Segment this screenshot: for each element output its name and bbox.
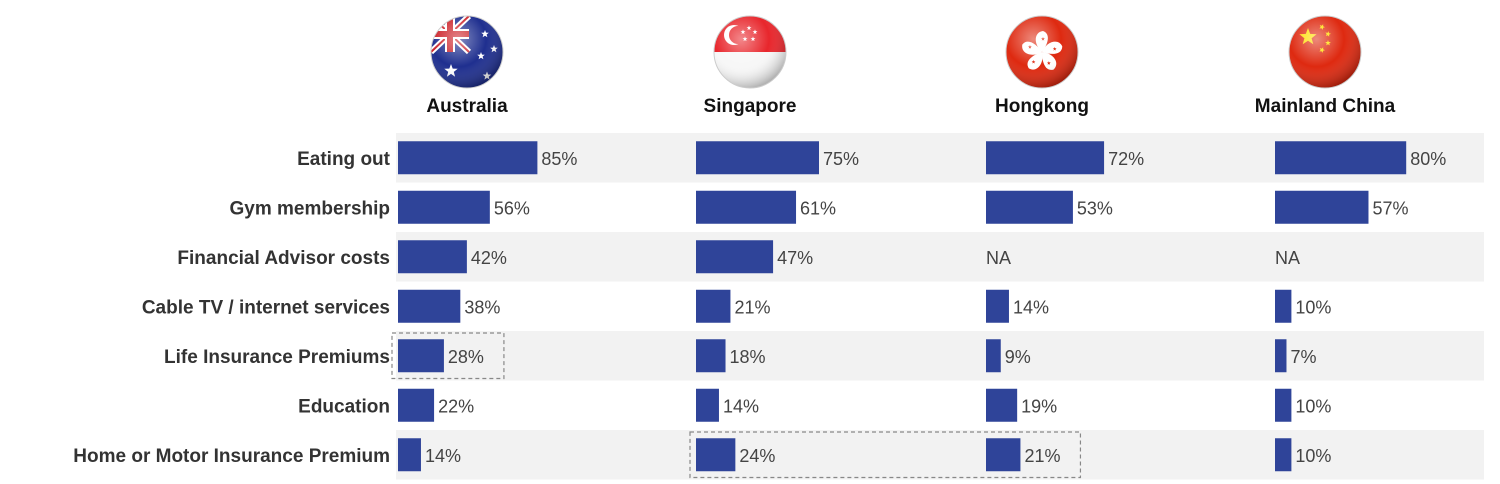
- value-label-hongkong-eating-out: 72%: [1108, 149, 1144, 169]
- value-label-mainland-china-cable-tv-internet-services: 10%: [1295, 297, 1331, 317]
- country-label-australia: Australia: [426, 96, 508, 117]
- bar-australia-life-insurance-premiums: [398, 339, 444, 373]
- bar-hongkong-gym-membership: [986, 190, 1073, 224]
- value-label-hongkong-cable-tv-internet-services: 14%: [1013, 297, 1049, 317]
- value-label-mainland-china-home-or-motor-insurance-premium: 10%: [1295, 446, 1331, 466]
- value-label-singapore-financial-advisor-costs: 47%: [777, 248, 813, 268]
- hongkong-flag-icon: [1005, 15, 1079, 89]
- value-label-singapore-home-or-motor-insurance-premium: 24%: [739, 446, 775, 466]
- highlight-box-1: [391, 332, 505, 380]
- value-label-hongkong-gym-membership: 53%: [1077, 198, 1113, 218]
- value-label-mainland-china-financial-advisor-costs: NA: [1275, 248, 1300, 268]
- bar-australia-gym-membership: [398, 190, 490, 224]
- category-label-gym-membership: Gym membership: [230, 198, 391, 219]
- bar-singapore-cable-tv-internet-services: [696, 289, 731, 323]
- bar-hongkong-home-or-motor-insurance-premium: [986, 438, 1021, 472]
- value-label-mainland-china-life-insurance-premiums: 7%: [1290, 347, 1316, 367]
- value-label-australia-gym-membership: 56%: [494, 198, 530, 218]
- bar-mainland-china-life-insurance-premiums: [1275, 339, 1287, 373]
- country-label-hongkong: Hongkong: [995, 96, 1089, 117]
- category-label-financial-advisor-costs: Financial Advisor costs: [177, 248, 390, 269]
- value-label-hongkong-life-insurance-premiums: 9%: [1005, 347, 1031, 367]
- highlight-boxes: [391, 332, 1082, 479]
- value-label-australia-education: 22%: [438, 396, 474, 416]
- bar-singapore-gym-membership: [696, 190, 797, 224]
- china-flag-icon: [1288, 15, 1362, 89]
- country-flags: [430, 15, 1362, 89]
- country-label-singapore: Singapore: [704, 96, 797, 117]
- category-label-eating-out: Eating out: [297, 149, 391, 170]
- bar-singapore-eating-out: [696, 141, 819, 175]
- bar-australia-home-or-motor-insurance-premium: [398, 438, 421, 472]
- row-stripe-home-or-motor-insurance-premium: [396, 430, 1484, 480]
- bar-australia-financial-advisor-costs: [398, 240, 467, 274]
- bar-australia-cable-tv-internet-services: [398, 289, 461, 323]
- singapore-flag-icon: [713, 15, 787, 89]
- value-label-singapore-education: 14%: [723, 396, 759, 416]
- bar-hongkong-education: [986, 388, 1018, 422]
- bar-singapore-home-or-motor-insurance-premium: [696, 438, 736, 472]
- value-labels: 85% 56% 42% 38% 28% 22% 14% 75% 61% 47% 21% 18% 14% 2…: [425, 149, 1446, 466]
- value-label-mainland-china-gym-membership: 57%: [1372, 198, 1408, 218]
- value-label-australia-eating-out: 85%: [541, 149, 577, 169]
- value-label-australia-life-insurance-premiums: 28%: [448, 347, 484, 367]
- bar-mainland-china-gym-membership: [1275, 190, 1369, 224]
- value-label-singapore-eating-out: 75%: [823, 149, 859, 169]
- bar-australia-education: [398, 388, 435, 422]
- bar-mainland-china-eating-out: [1275, 141, 1407, 175]
- bar-hongkong-cable-tv-internet-services: [986, 289, 1009, 323]
- country-label-mainland-china: Mainland China: [1255, 96, 1396, 117]
- bar-singapore-education: [696, 388, 719, 422]
- bar-hongkong-life-insurance-premiums: [986, 339, 1001, 373]
- value-label-australia-home-or-motor-insurance-premium: 14%: [425, 446, 461, 466]
- value-label-mainland-china-eating-out: 80%: [1410, 149, 1446, 169]
- row-stripe-financial-advisor-costs: [396, 232, 1484, 282]
- value-label-hongkong-education: 19%: [1021, 396, 1057, 416]
- bar-mainland-china-cable-tv-internet-services: [1275, 289, 1292, 323]
- value-label-mainland-china-education: 10%: [1295, 396, 1331, 416]
- row-stripe-life-insurance-premiums: [396, 331, 1484, 381]
- value-label-singapore-life-insurance-premiums: 18%: [730, 347, 766, 367]
- bar-hongkong-eating-out: [986, 141, 1105, 175]
- category-label-education: Education: [298, 396, 390, 417]
- category-label-cable-tv-internet-services: Cable TV / internet services: [142, 297, 390, 318]
- value-label-australia-financial-advisor-costs: 42%: [471, 248, 507, 268]
- bar-australia-eating-out: [398, 141, 538, 175]
- category-label-home-or-motor-insurance-premium: Home or Motor Insurance Premium: [73, 446, 390, 467]
- value-label-hongkong-financial-advisor-costs: NA: [986, 248, 1011, 268]
- value-label-singapore-cable-tv-internet-services: 21%: [734, 297, 770, 317]
- value-label-australia-cable-tv-internet-services: 38%: [464, 297, 500, 317]
- bar-mainland-china-education: [1275, 388, 1292, 422]
- value-label-hongkong-home-or-motor-insurance-premium: 21%: [1024, 446, 1060, 466]
- value-label-singapore-gym-membership: 61%: [800, 198, 836, 218]
- bars: [398, 141, 1407, 472]
- bar-singapore-financial-advisor-costs: [696, 240, 774, 274]
- australia-flag-icon: [430, 15, 504, 89]
- highlight-box-2: [689, 431, 1082, 479]
- bar-mainland-china-home-or-motor-insurance-premium: [1275, 438, 1292, 472]
- category-label-life-insurance-premiums: Life Insurance Premiums: [164, 347, 390, 368]
- country-labels: Australia Singapore Hongkong Mainland China: [426, 96, 1395, 117]
- bar-singapore-life-insurance-premiums: [696, 339, 726, 373]
- category-labels: Eating out Gym membership Financial Adviso…: [73, 149, 390, 467]
